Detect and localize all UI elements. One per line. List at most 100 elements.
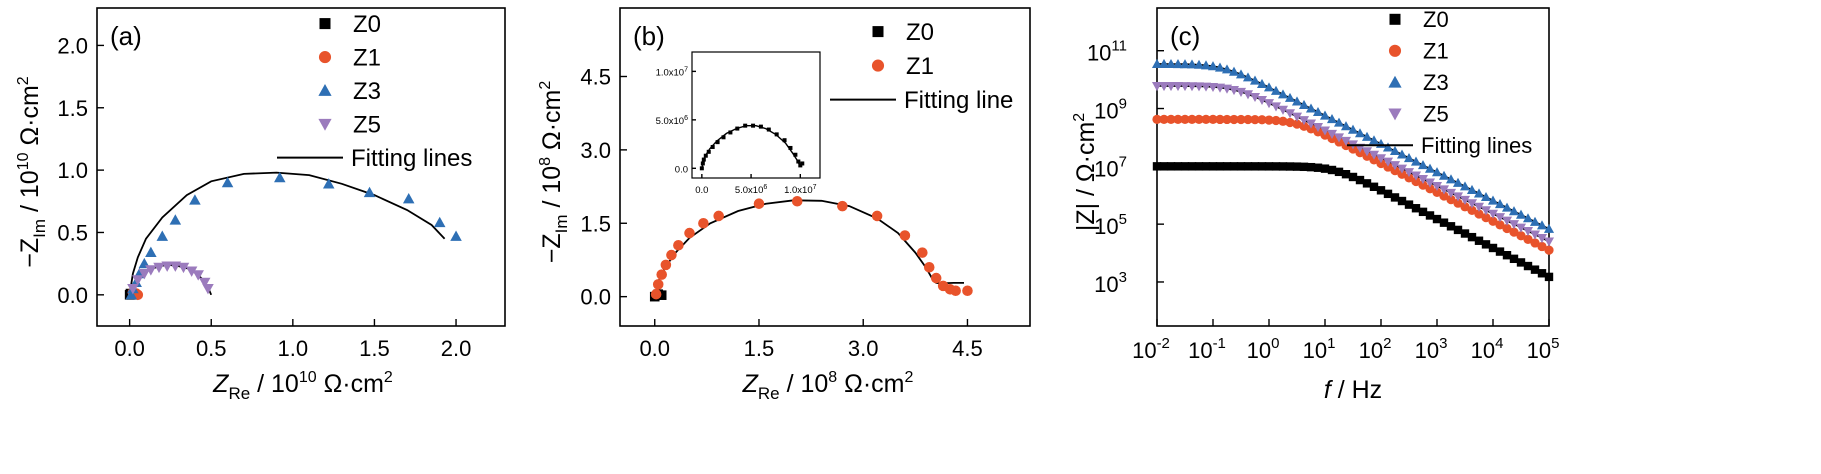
- data-point-z5: [1172, 82, 1184, 92]
- data-point-z0: [1250, 162, 1260, 171]
- data-point-z0: [1222, 162, 1232, 171]
- panel-a-frame: [96, 7, 506, 327]
- y-tick-label: 0.5: [57, 220, 88, 245]
- data-point-z3: [1270, 85, 1282, 95]
- data-point-z1: [1208, 114, 1218, 125]
- data-point-z0: [1474, 236, 1484, 245]
- data-point-z5: [1333, 133, 1345, 143]
- data-point-z0: [1201, 162, 1211, 171]
- data-point-z5: [1389, 161, 1401, 171]
- data-point-z3: [1361, 131, 1373, 141]
- data-point-z1: [650, 288, 662, 300]
- inset-data-point: [703, 153, 708, 158]
- data-point-z0: [1390, 193, 1400, 202]
- panel-b-y-axis-title: −ZIm / 108 Ω·cm2: [537, 81, 571, 264]
- data-point-z3: [1473, 188, 1485, 198]
- legend-label-z3: Z3: [353, 78, 381, 105]
- y-tick-label: 1.0: [57, 158, 88, 183]
- data-point-z3: [1403, 153, 1415, 163]
- data-point-z5: [132, 275, 144, 286]
- data-point-z5: [1200, 82, 1212, 92]
- panel-b-nyquist: 0.0 1.5 3.0 4.5 0.0 1.5 3.0 4.5 (b) Z0 Z1 Fitting…: [537, 7, 1031, 403]
- data-point-z5: [1277, 105, 1289, 115]
- data-point-z3: [1165, 58, 1177, 69]
- data-point-z1: [698, 217, 709, 229]
- inset-data-point: [715, 140, 720, 145]
- data-point-z1: [1467, 205, 1477, 216]
- data-point-z1: [1250, 115, 1260, 125]
- x-tick-label: 1.0: [278, 336, 309, 361]
- x-tick-label: 1.5: [744, 336, 775, 361]
- inset-x-tick-label: 5.0x106: [735, 184, 768, 196]
- data-point-z5: [1515, 223, 1527, 233]
- data-point-z0: [1397, 196, 1407, 206]
- x-tick-exp: 3: [1439, 335, 1447, 352]
- data-point-z3: [1193, 59, 1205, 69]
- data-point-z5: [177, 262, 190, 274]
- legend-label-z1: Z1: [1423, 39, 1449, 64]
- inset-data-point: [721, 135, 726, 140]
- data-point-z1: [1369, 155, 1379, 165]
- x-tick-label: 102: [1359, 335, 1392, 363]
- data-point-z3: [1277, 89, 1289, 99]
- data-point-z5: [1298, 116, 1310, 126]
- data-point-z5: [1270, 102, 1282, 112]
- data-point-z5: [1431, 181, 1443, 192]
- data-point-z0: [1292, 162, 1302, 171]
- data-point-z3: [1158, 58, 1170, 68]
- data-point-z5: [1361, 147, 1373, 157]
- data-point-z3: [1508, 206, 1520, 216]
- data-point-z3: [1207, 61, 1219, 71]
- x-tick-label: 100: [1247, 335, 1280, 363]
- data-point-z3: [402, 193, 415, 204]
- x-tick-label: 0.0: [639, 336, 670, 361]
- data-point-z5: [1207, 82, 1219, 93]
- inset-data-point: [793, 152, 798, 157]
- data-point-z5: [1424, 178, 1436, 188]
- y-tick-label: 1.5: [57, 96, 88, 121]
- data-point-z5: [145, 265, 157, 276]
- data-point-z5: [138, 269, 151, 280]
- inset-data-point: [706, 149, 711, 154]
- y-tick-label: 2.0: [57, 33, 88, 58]
- data-point-z5: [1249, 92, 1261, 103]
- data-point-z3: [1480, 191, 1492, 202]
- data-point-z3: [1445, 174, 1457, 184]
- data-point-z0: [1271, 162, 1281, 171]
- data-point-z3: [1382, 142, 1394, 152]
- panel-b-inset: 0.0 5.0x106 1.0x107 0.0 5.0x106 1.0x107: [656, 51, 821, 196]
- inset-data-point: [766, 127, 771, 132]
- data-point-z1: [923, 262, 935, 273]
- data-point-z3: [1515, 209, 1527, 219]
- x-tick-exp: 1: [1327, 335, 1335, 352]
- data-point-z3: [1417, 160, 1429, 170]
- data-point-z1: [899, 230, 911, 241]
- data-point-z3: [1466, 184, 1478, 194]
- inset-y-tick-exp: 6: [684, 115, 688, 122]
- data-point-z5: [1417, 175, 1429, 185]
- data-point-z0: [1334, 167, 1344, 177]
- data-point-z5: [1543, 237, 1555, 247]
- data-point-z1: [1166, 114, 1176, 125]
- data-point-z0: [1453, 225, 1463, 235]
- data-point-z0: [1523, 261, 1533, 271]
- data-point-z1: [1390, 166, 1400, 176]
- panel-c-bode: 10-2 10-1 100 101 102 103 104 10510310510710910…: [1071, 7, 1559, 404]
- data-point-z0: [1404, 200, 1414, 209]
- panel-a-x-axis-title: ZRe / 1010 Ω·cm2: [212, 369, 393, 403]
- data-point-z1: [917, 247, 928, 258]
- data-point-z5: [1291, 112, 1303, 122]
- data-point-z1: [1439, 191, 1449, 201]
- data-point-z1: [713, 210, 724, 222]
- data-point-z1: [1516, 231, 1526, 241]
- data-point-z0: [1257, 162, 1267, 171]
- x-tick-label: 103: [1415, 335, 1448, 363]
- data-point-z1: [837, 200, 848, 212]
- data-point-z3: [1235, 69, 1247, 79]
- legend-marker-z5: [1388, 108, 1402, 121]
- data-point-z1: [1530, 238, 1540, 248]
- data-point-z5: [1494, 213, 1506, 223]
- data-point-z0: [1194, 162, 1204, 171]
- inset-data-point: [800, 161, 805, 166]
- data-point-z0: [1460, 229, 1470, 238]
